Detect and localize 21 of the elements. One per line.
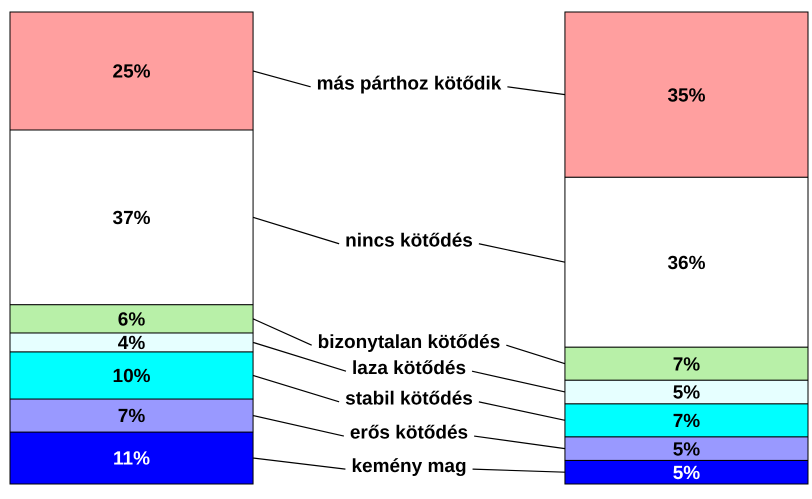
data-label: 4% — [118, 333, 146, 354]
data-label: 5% — [672, 382, 700, 404]
legend-label: nincs kötődés — [345, 230, 473, 252]
data-label: 37% — [112, 208, 151, 229]
data-label: 7% — [118, 406, 146, 428]
legend-label: erős kötődés — [350, 422, 468, 444]
data-label: 25% — [112, 62, 151, 83]
data-label: 5% — [672, 462, 700, 484]
data-label: 35% — [667, 85, 706, 106]
data-label: 6% — [118, 309, 146, 330]
legend-label: bizonytalan kötődés — [318, 332, 500, 353]
legend-label: más párthoz kötődik — [316, 73, 502, 94]
legend-label: stabil kötődés — [345, 388, 473, 410]
data-label: 36% — [667, 252, 706, 274]
data-label: 11% — [113, 448, 150, 470]
data-label: 10% — [112, 366, 151, 388]
legend-label: kemény mag — [351, 456, 467, 477]
legend-label: laza kötődés — [352, 358, 466, 379]
data-label: 5% — [672, 439, 700, 460]
data-label: 7% — [672, 354, 700, 376]
data-label: 7% — [672, 410, 700, 432]
